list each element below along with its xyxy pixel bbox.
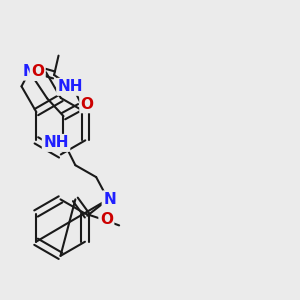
Text: O: O bbox=[31, 64, 44, 80]
Text: N: N bbox=[103, 192, 116, 207]
Text: N: N bbox=[23, 64, 36, 79]
Text: O: O bbox=[100, 212, 113, 227]
Text: NH: NH bbox=[58, 79, 83, 94]
Text: NH: NH bbox=[43, 135, 69, 150]
Text: O: O bbox=[81, 97, 94, 112]
